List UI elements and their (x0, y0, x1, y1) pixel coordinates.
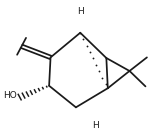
Text: H: H (77, 7, 84, 16)
Text: HO: HO (3, 91, 17, 100)
Text: H: H (92, 121, 99, 130)
